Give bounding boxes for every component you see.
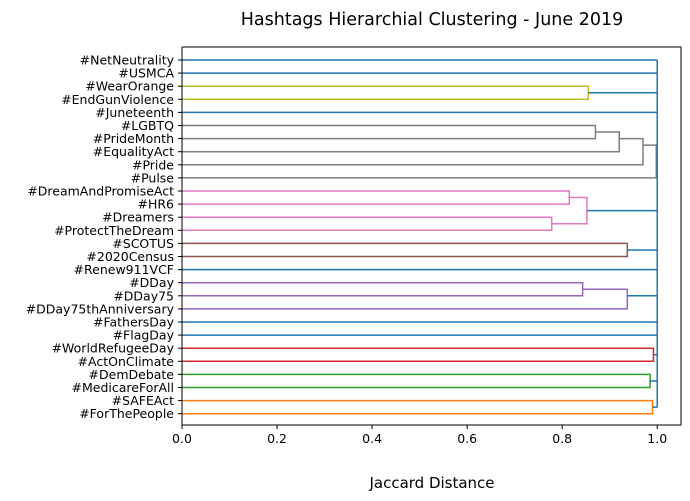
leaf-label: #FlagDay xyxy=(113,328,175,343)
leaf-label: #EqualityAct xyxy=(93,144,174,159)
dendrogram-link xyxy=(182,216,553,232)
dendrogram-link xyxy=(182,124,597,140)
x-tick-label: 0.4 xyxy=(362,431,382,446)
x-axis-label: Jaccard Distance xyxy=(368,474,494,492)
x-tick-label: 0.6 xyxy=(457,431,477,446)
dendrogram-link xyxy=(182,85,590,101)
dendrogram-link xyxy=(182,373,651,389)
leaf-label: #DemDebate xyxy=(89,367,175,382)
leaf-label: #Pulse xyxy=(131,170,175,185)
leaf-label: #DDay75 xyxy=(113,288,174,303)
plot-frame xyxy=(181,46,682,426)
dendrogram-link xyxy=(182,347,655,363)
x-tick-label: 0.0 xyxy=(172,431,192,446)
leaf-label: #DreamAndPromiseAct xyxy=(27,184,174,199)
leaf-label: #ForThePeople xyxy=(79,406,174,421)
leaf-label: #FathersDay xyxy=(93,315,175,330)
leaf-label: #LGBTQ xyxy=(121,118,174,133)
x-tick-label: 0.2 xyxy=(267,431,287,446)
leaf-label: #DDay75thAnniversary xyxy=(26,301,175,316)
leaf-label: #Juneteenth xyxy=(95,105,174,120)
x-tick-label: 0.8 xyxy=(552,431,572,446)
leaf-label: #WorldRefugeeDay xyxy=(52,341,175,356)
dendrogram-link xyxy=(182,242,629,258)
leaf-label: #MedicareForAll xyxy=(72,380,174,395)
leaf-label: #HR6 xyxy=(137,197,174,212)
leaf-label: #NetNeutrality xyxy=(80,53,175,68)
leaf-label: #PrideMonth xyxy=(93,131,174,146)
leaf-label: #Pride xyxy=(132,157,174,172)
leaf-label: #Dreamers xyxy=(102,210,174,225)
dendrogram-links xyxy=(182,59,658,415)
dendrogram-link xyxy=(182,137,644,166)
dendrogram-link xyxy=(182,281,584,297)
dendrogram-link xyxy=(182,399,654,415)
leaf-labels: #NetNeutrality#USMCA#WearOrange#EndGunVi… xyxy=(26,53,182,421)
leaf-label: #ActOnClimate xyxy=(78,354,175,369)
dendrogram-link xyxy=(182,288,629,310)
leaf-label: #2020Census xyxy=(86,249,174,264)
leaf-label: #EndGunViolence xyxy=(61,92,174,107)
leaf-label: #DDay xyxy=(129,275,174,290)
leaf-label: #WearOrange xyxy=(85,79,174,94)
chart-title: Hashtags Hierarchial Clustering - June 2… xyxy=(241,10,624,30)
leaf-label: #Renew911VCF xyxy=(74,262,174,277)
dendrogram-link xyxy=(182,144,658,179)
leaf-label: #SCOTUS xyxy=(112,236,174,251)
leaf-label: #SAFEAct xyxy=(112,393,174,408)
leaf-label: #USMCA xyxy=(118,66,174,81)
leaf-label: #ProtectTheDream xyxy=(54,223,174,238)
dendrogram-link xyxy=(182,190,571,205)
dendrogram-link xyxy=(182,131,620,153)
x-axis-ticks: 0.0 0.2 0.4 0.6 0.8 1.0 xyxy=(172,425,667,446)
x-tick-label: 1.0 xyxy=(647,431,667,446)
